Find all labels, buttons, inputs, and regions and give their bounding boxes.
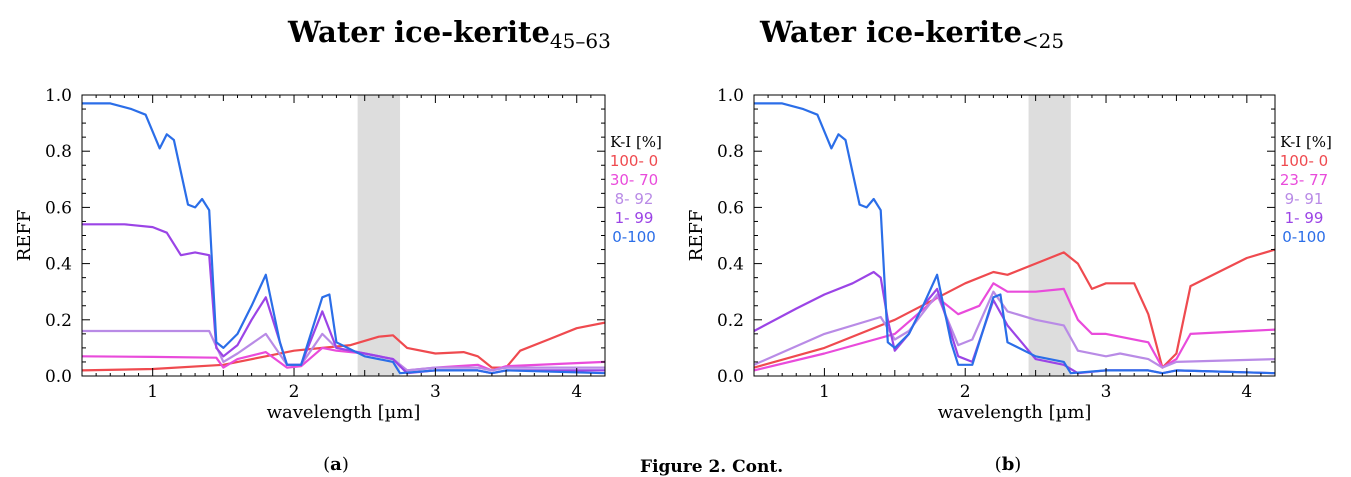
y-axis-label: REFF: [14, 210, 35, 262]
figure-caption: Figure 2. Cont.: [640, 457, 784, 477]
y-tick-label: 0.6: [717, 198, 744, 218]
y-tick-label: 0.4: [717, 255, 744, 275]
series-line-3: [754, 270, 1275, 375]
y-tick-label: 1.0: [717, 86, 744, 106]
x-axis-label: wavelength [µm]: [938, 402, 1092, 423]
chart-title-main: Water ice-kerite: [759, 15, 1022, 49]
legend-entry: 30- 70: [610, 171, 658, 189]
x-tick-label: 3: [1101, 382, 1112, 402]
panel-caption-letter: b: [1002, 454, 1015, 475]
x-tick-label: 2: [960, 382, 971, 402]
series-group: [82, 102, 605, 375]
x-tick-label: 4: [571, 382, 582, 402]
x-tick-label: 1: [147, 382, 158, 402]
series-line-2: [754, 290, 1275, 369]
chart-panel-b: Water ice-kerite<25 1 2 3 4 0.0 0.2 0.4 0.6 0.8 1.…: [686, 15, 1332, 475]
series-line-4: [754, 102, 1275, 375]
legend-entry: 9- 91: [1285, 190, 1324, 208]
chart-panel-a: Water ice-kerite45–63 1 2 3 4 0.0 0.2 0.4 0.6 0.8…: [14, 15, 662, 475]
legend-entry: 8- 92: [615, 190, 654, 208]
series-group: [754, 102, 1275, 375]
panel-caption-letter: a: [330, 454, 342, 475]
y-tick-label: 0.4: [45, 255, 72, 275]
y-tick-label: 1.0: [45, 86, 72, 106]
y-tick-label: 0.2: [45, 311, 72, 331]
plot-frame: [81, 94, 606, 377]
series-line-1: [754, 282, 1275, 372]
legend: K-I [%]100- 030- 708- 921- 990-100: [610, 133, 662, 246]
legend-entry: 0-100: [612, 228, 656, 246]
y-tick-label: 0.8: [717, 142, 744, 162]
legend-title: K-I [%]: [1280, 133, 1332, 151]
x-tick-label: 4: [1241, 382, 1252, 402]
panel-caption: (b): [995, 454, 1022, 475]
legend-entry: 100- 0: [610, 152, 658, 170]
chart-title-subscript: <25: [1022, 29, 1064, 53]
shaded-band: [1028, 95, 1071, 376]
y-tick-label: 0.2: [717, 311, 744, 331]
shaded-band: [357, 95, 401, 376]
x-tick-label: 2: [289, 382, 300, 402]
chart-title: Water ice-kerite45–63: [287, 15, 611, 53]
x-axis-label: wavelength [µm]: [267, 402, 421, 423]
chart-title-subscript: 45–63: [550, 29, 611, 53]
panel-caption: (a): [323, 454, 349, 475]
series-line-4: [82, 102, 605, 375]
legend-entry: 1- 99: [615, 209, 654, 227]
chart-title-main: Water ice-kerite: [287, 15, 550, 49]
series-line-2: [82, 329, 605, 372]
y-tick-label: 0.6: [45, 198, 72, 218]
y-tick-label: 0.8: [45, 142, 72, 162]
legend-entry: 0-100: [1282, 228, 1326, 246]
series-line-1: [82, 346, 605, 372]
y-tick-label: 0.0: [717, 367, 744, 387]
legend: K-I [%]100- 023- 779- 911- 990-100: [1280, 133, 1332, 246]
y-axis-label: REFF: [686, 210, 707, 262]
chart-title: Water ice-kerite<25: [759, 15, 1064, 53]
x-tick-label: 3: [430, 382, 441, 402]
series-line-0: [82, 321, 605, 372]
legend-title: K-I [%]: [610, 133, 662, 151]
x-tick-label: 1: [819, 382, 830, 402]
series-line-0: [754, 248, 1275, 369]
legend-entry: 100- 0: [1280, 152, 1328, 170]
y-tick-label: 0.0: [45, 367, 72, 387]
legend-entry: 23- 77: [1280, 171, 1328, 189]
legend-entry: 1- 99: [1285, 209, 1324, 227]
